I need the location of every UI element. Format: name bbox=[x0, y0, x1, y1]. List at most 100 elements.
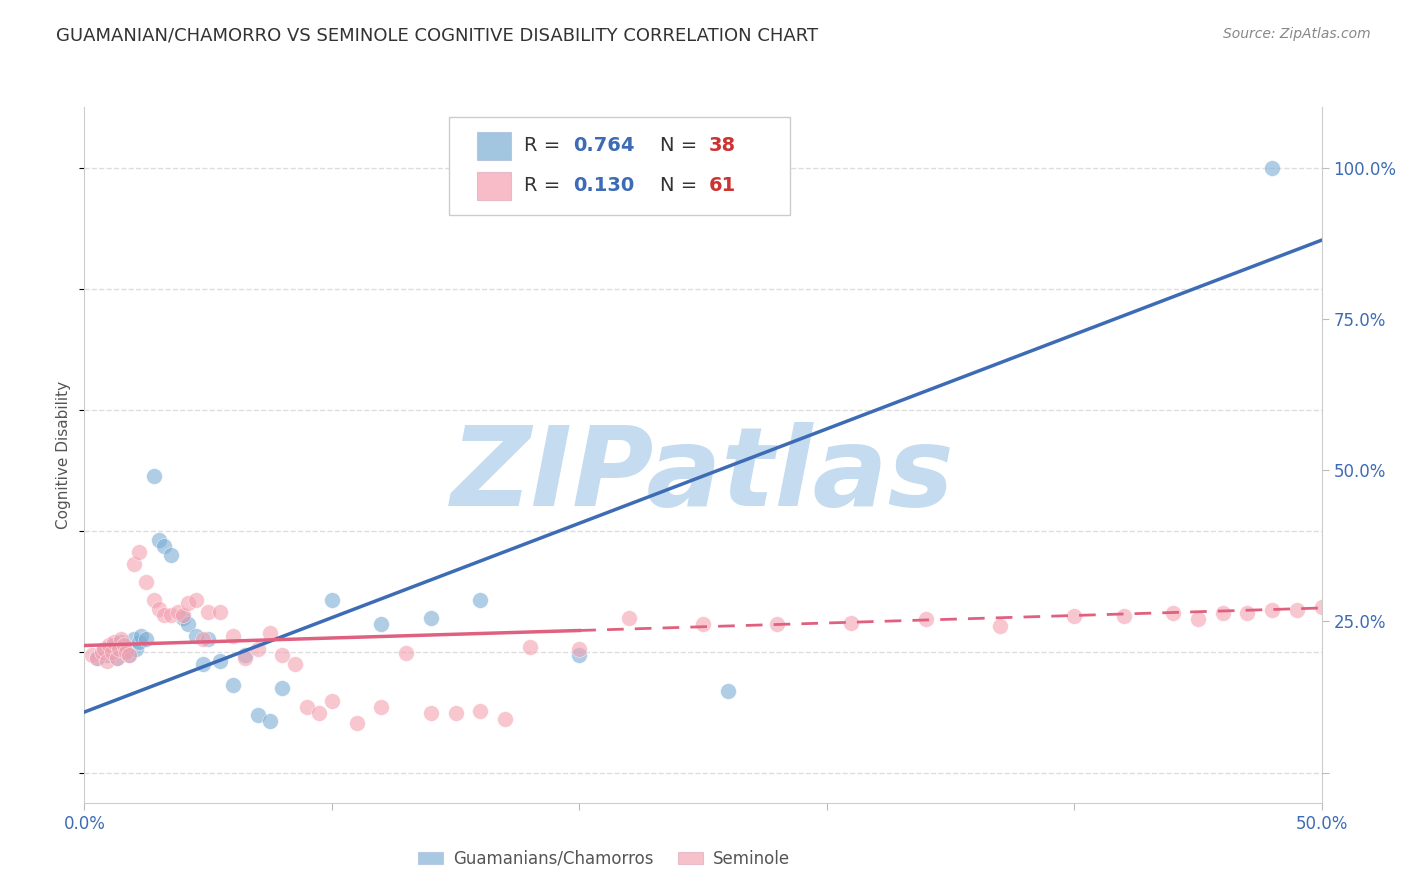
Point bbox=[1236, 607, 1258, 621]
Point bbox=[110, 632, 132, 647]
Point bbox=[470, 593, 492, 607]
Point bbox=[1261, 603, 1284, 617]
Point bbox=[96, 648, 118, 662]
Y-axis label: Cognitive Disability: Cognitive Disability bbox=[56, 381, 72, 529]
Text: 38: 38 bbox=[709, 136, 737, 155]
Point bbox=[717, 684, 740, 698]
Point bbox=[86, 650, 108, 665]
Point bbox=[86, 650, 108, 665]
Point bbox=[444, 706, 467, 721]
Point bbox=[321, 593, 343, 607]
Point bbox=[167, 605, 190, 619]
Point bbox=[115, 641, 138, 656]
Point bbox=[172, 611, 194, 625]
Point bbox=[841, 615, 863, 630]
Point bbox=[148, 533, 170, 547]
Point bbox=[1187, 612, 1209, 626]
Point bbox=[419, 706, 441, 721]
Point bbox=[128, 545, 150, 559]
Point bbox=[1161, 607, 1184, 621]
FancyBboxPatch shape bbox=[477, 172, 512, 200]
Point bbox=[100, 641, 122, 656]
Point bbox=[197, 632, 219, 647]
Point bbox=[142, 469, 165, 483]
Point bbox=[259, 714, 281, 728]
Point bbox=[108, 641, 131, 656]
Point bbox=[118, 648, 141, 662]
Text: R =: R = bbox=[523, 176, 567, 194]
Point bbox=[197, 605, 219, 619]
Point bbox=[419, 611, 441, 625]
Point bbox=[692, 617, 714, 632]
Point bbox=[177, 596, 200, 610]
Point bbox=[160, 608, 183, 623]
Point bbox=[259, 626, 281, 640]
Point bbox=[93, 644, 115, 658]
Point bbox=[128, 635, 150, 649]
Text: N =: N = bbox=[659, 176, 703, 194]
Point bbox=[1063, 609, 1085, 624]
Point bbox=[246, 641, 269, 656]
Point bbox=[90, 644, 112, 658]
Point bbox=[222, 629, 245, 643]
Point bbox=[271, 648, 294, 662]
Point bbox=[470, 704, 492, 718]
Point bbox=[191, 657, 214, 671]
Point bbox=[103, 639, 125, 653]
Point bbox=[284, 657, 307, 671]
Point bbox=[112, 644, 135, 658]
Point bbox=[160, 548, 183, 562]
Point bbox=[519, 640, 541, 654]
Point bbox=[395, 646, 418, 660]
Point bbox=[222, 678, 245, 692]
Point bbox=[191, 632, 214, 647]
Point bbox=[80, 648, 103, 662]
Point bbox=[152, 539, 174, 553]
Point bbox=[766, 617, 789, 632]
Point bbox=[1212, 607, 1234, 621]
Text: ZIPatlas: ZIPatlas bbox=[451, 422, 955, 529]
Text: R =: R = bbox=[523, 136, 567, 155]
Point bbox=[568, 641, 591, 656]
Point bbox=[1261, 161, 1284, 175]
Point bbox=[152, 608, 174, 623]
Point bbox=[142, 593, 165, 607]
Point bbox=[271, 681, 294, 695]
Text: GUAMANIAN/CHAMORRO VS SEMINOLE COGNITIVE DISABILITY CORRELATION CHART: GUAMANIAN/CHAMORRO VS SEMINOLE COGNITIVE… bbox=[56, 27, 818, 45]
Point bbox=[1285, 603, 1308, 617]
Point bbox=[568, 648, 591, 662]
Point bbox=[308, 706, 330, 721]
FancyBboxPatch shape bbox=[477, 132, 512, 160]
Point bbox=[118, 648, 141, 662]
Point bbox=[1310, 600, 1333, 615]
Text: 0.764: 0.764 bbox=[574, 136, 634, 155]
Point bbox=[93, 641, 115, 656]
Point bbox=[209, 605, 232, 619]
Point bbox=[148, 602, 170, 616]
Point bbox=[98, 644, 121, 658]
Point bbox=[233, 648, 256, 662]
Text: 61: 61 bbox=[709, 176, 737, 194]
Point bbox=[115, 644, 138, 658]
Point bbox=[617, 611, 640, 625]
Point bbox=[103, 635, 125, 649]
Point bbox=[184, 629, 207, 643]
Point bbox=[295, 700, 318, 714]
Point bbox=[96, 654, 118, 668]
Text: 0.130: 0.130 bbox=[574, 176, 634, 194]
Point bbox=[370, 700, 392, 714]
Point bbox=[100, 644, 122, 658]
Text: N =: N = bbox=[659, 136, 703, 155]
Point bbox=[110, 635, 132, 649]
Point bbox=[105, 650, 128, 665]
Point bbox=[172, 608, 194, 623]
Point bbox=[233, 650, 256, 665]
Legend: Guamanians/Chamorros, Seminole: Guamanians/Chamorros, Seminole bbox=[411, 843, 797, 874]
Point bbox=[494, 712, 516, 726]
Point bbox=[209, 654, 232, 668]
FancyBboxPatch shape bbox=[450, 118, 790, 215]
Point bbox=[184, 593, 207, 607]
Point bbox=[98, 639, 121, 653]
Point bbox=[321, 694, 343, 708]
Point bbox=[370, 617, 392, 632]
